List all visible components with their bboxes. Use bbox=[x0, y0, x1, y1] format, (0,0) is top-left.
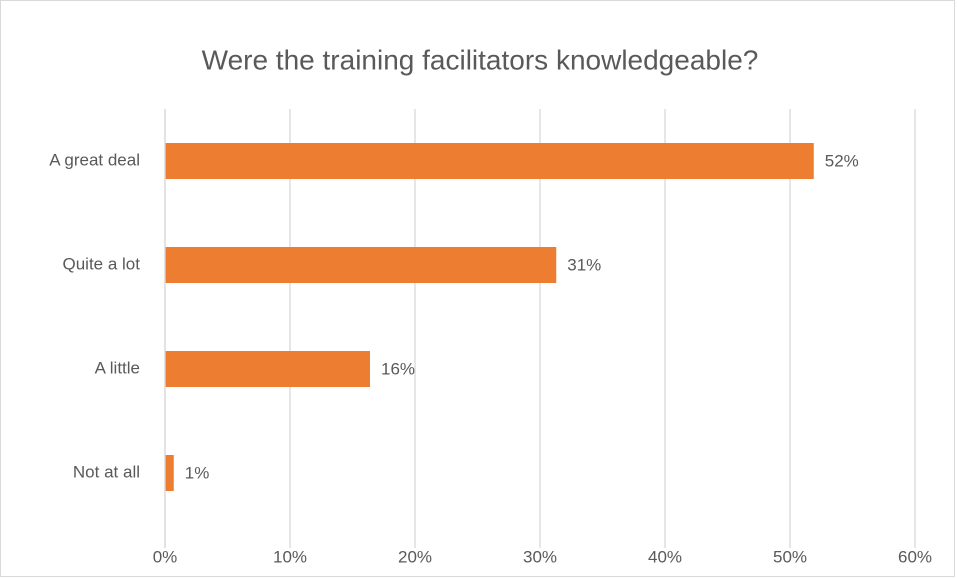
x-tick-label: 60% bbox=[898, 547, 932, 566]
y-tick-label: A great deal bbox=[49, 150, 140, 169]
bar bbox=[165, 455, 174, 491]
data-label: 52% bbox=[825, 151, 859, 170]
bar bbox=[165, 143, 814, 179]
x-tick-label: 40% bbox=[648, 547, 682, 566]
data-label: 1% bbox=[185, 463, 210, 482]
chart-title: Were the training facilitators knowledge… bbox=[202, 44, 759, 75]
y-tick-label: A little bbox=[95, 358, 140, 377]
x-tick-label: 50% bbox=[773, 547, 807, 566]
bar bbox=[165, 351, 370, 387]
data-label: 16% bbox=[381, 359, 415, 378]
x-tick-label: 30% bbox=[523, 547, 557, 566]
x-tick-label: 10% bbox=[273, 547, 307, 566]
data-label: 31% bbox=[567, 255, 601, 274]
y-tick-label: Quite a lot bbox=[63, 254, 141, 273]
x-tick-label: 0% bbox=[153, 547, 178, 566]
y-tick-label: Not at all bbox=[73, 462, 140, 481]
x-tick-label: 20% bbox=[398, 547, 432, 566]
bar bbox=[165, 247, 557, 283]
